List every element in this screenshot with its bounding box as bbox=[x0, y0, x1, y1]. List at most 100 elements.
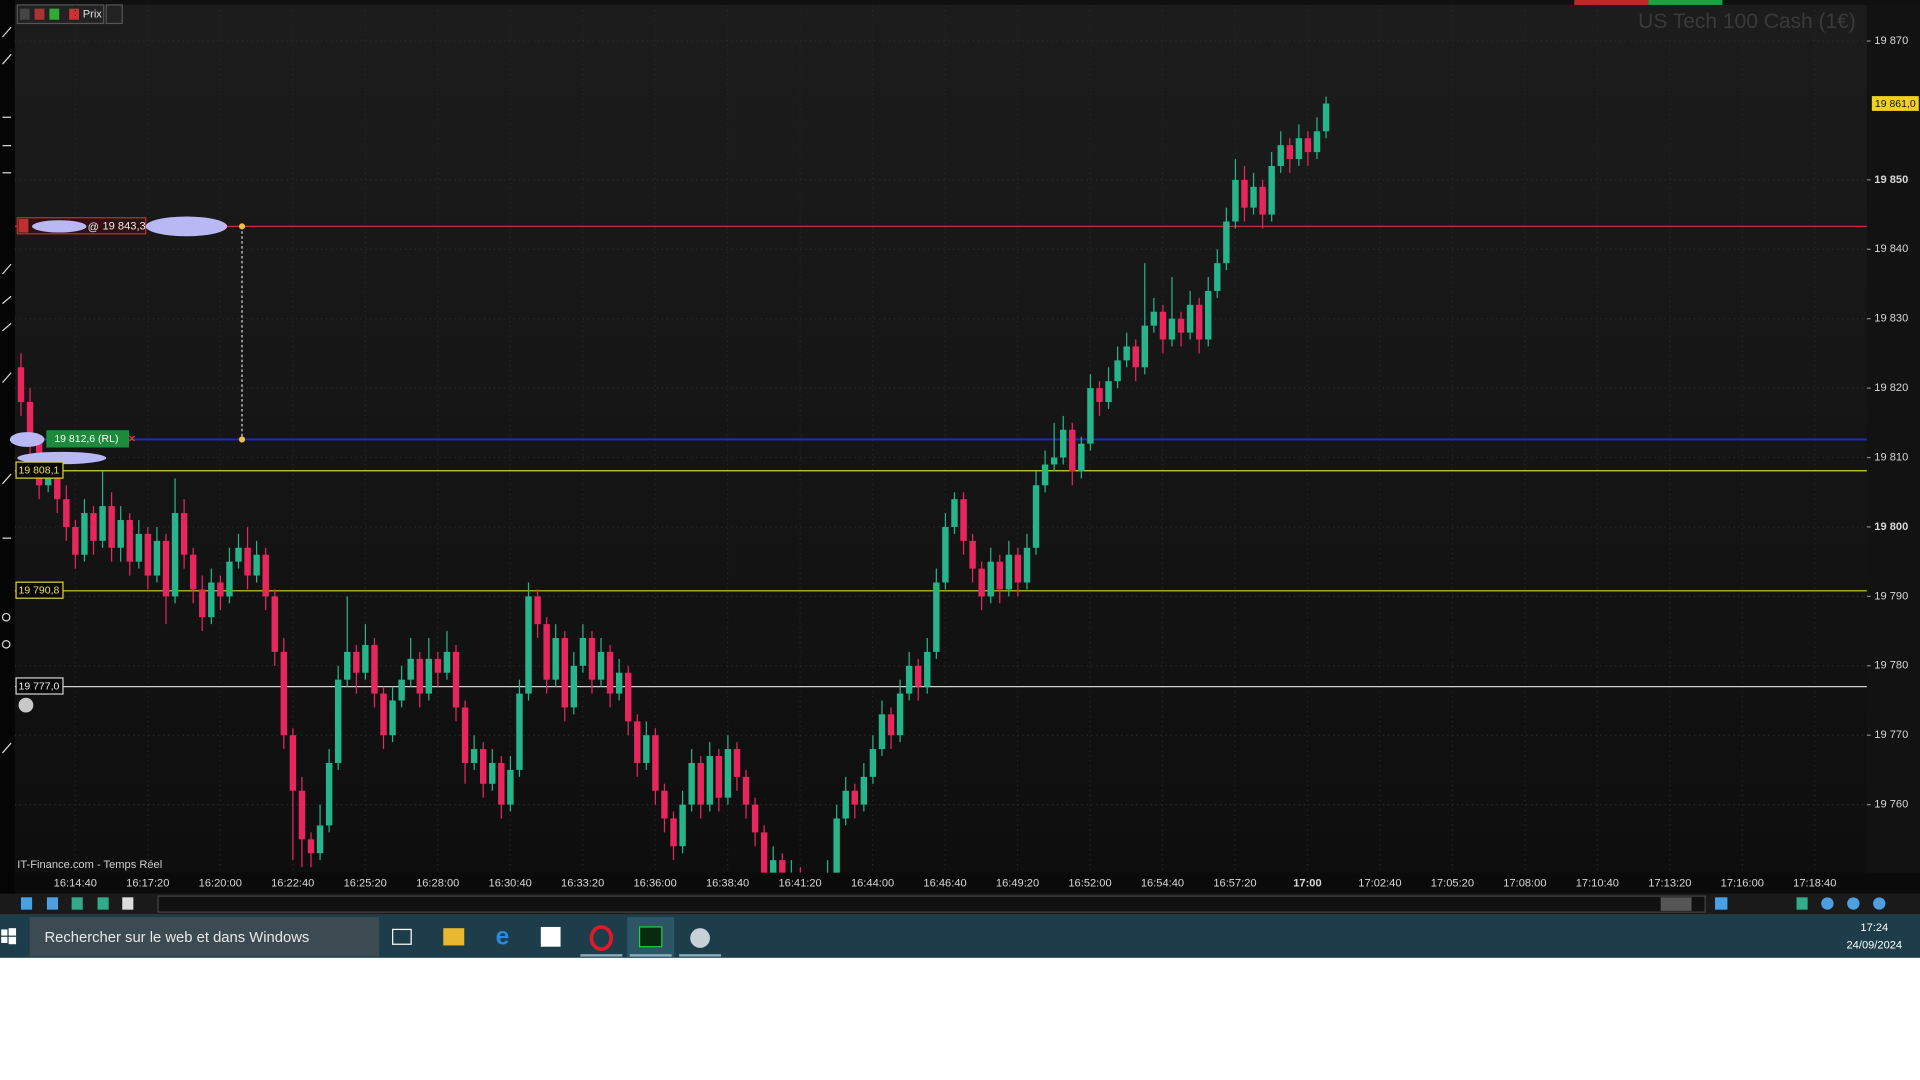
candle-body bbox=[144, 533, 152, 576]
candle-body bbox=[371, 644, 378, 694]
edge-icon[interactable]: e bbox=[496, 924, 510, 951]
tool-button[interactable] bbox=[69, 8, 80, 20]
candle-body bbox=[860, 776, 868, 805]
tool-button[interactable] bbox=[19, 8, 30, 20]
candle-body bbox=[869, 749, 877, 777]
search-placeholder[interactable]: Rechercher sur le web et dans Windows bbox=[44, 930, 309, 946]
candle-body bbox=[298, 790, 306, 840]
trading-icon[interactable] bbox=[638, 926, 663, 948]
store-icon[interactable] bbox=[540, 926, 561, 947]
candle-body bbox=[924, 651, 931, 687]
order-arrow bbox=[18, 218, 29, 233]
candle-body bbox=[987, 561, 994, 597]
candle-body bbox=[588, 638, 596, 680]
candle-body bbox=[1268, 165, 1275, 215]
tool-button[interactable] bbox=[49, 8, 60, 20]
candle-body bbox=[99, 506, 106, 541]
level-label: 19 777,0 bbox=[19, 681, 60, 692]
x-tick-label: 17:18:40 bbox=[1793, 878, 1836, 890]
candle-body bbox=[344, 651, 351, 680]
drawing-toolbar[interactable] bbox=[0, 0, 15, 915]
candle-body bbox=[661, 790, 668, 819]
cancel-order[interactable]: × bbox=[128, 432, 135, 446]
clock-date[interactable]: 24/09/2024 bbox=[1847, 939, 1903, 951]
candle-body bbox=[1195, 304, 1203, 340]
toolbar-label[interactable]: Prix bbox=[83, 9, 103, 21]
order-handle bbox=[238, 436, 246, 443]
scroll-thumb[interactable] bbox=[1660, 897, 1692, 911]
candle-body bbox=[624, 672, 632, 722]
opera-icon[interactable] bbox=[589, 925, 614, 952]
candle-body bbox=[1005, 554, 1013, 590]
blurred-text bbox=[9, 432, 45, 447]
start-button[interactable] bbox=[1, 928, 17, 945]
y-tick-label: 19 870 bbox=[1874, 35, 1908, 47]
x-tick-label: 16:54:40 bbox=[1141, 878, 1184, 890]
explorer-icon[interactable] bbox=[443, 928, 465, 946]
y-tick-label: 19 850 bbox=[1874, 174, 1908, 186]
candle-body bbox=[434, 658, 442, 673]
candle-body bbox=[779, 860, 786, 873]
x-tick-label: 16:30:40 bbox=[489, 878, 532, 890]
candle-body bbox=[715, 756, 723, 798]
candle-body bbox=[380, 693, 387, 736]
candle-body bbox=[54, 471, 61, 500]
candle-body bbox=[1223, 221, 1230, 264]
y-tick-label: 19 780 bbox=[1874, 660, 1908, 672]
candle-body bbox=[1050, 457, 1058, 465]
clock-time[interactable]: 17:24 bbox=[1860, 922, 1888, 934]
level-tag bbox=[15, 581, 64, 599]
candle-body bbox=[552, 638, 559, 680]
y-tick-label: 19 840 bbox=[1874, 243, 1908, 255]
candle-body bbox=[1177, 318, 1185, 333]
y-tick-label: 19 770 bbox=[1874, 729, 1908, 741]
tool-button[interactable] bbox=[34, 8, 45, 20]
candle-body bbox=[1277, 145, 1284, 166]
level-tag bbox=[15, 461, 64, 479]
x-tick-label: 16:41:20 bbox=[778, 878, 821, 890]
app-icon[interactable] bbox=[690, 928, 710, 948]
candle-body bbox=[579, 638, 587, 666]
candle-body bbox=[697, 762, 704, 805]
candle-body bbox=[226, 561, 233, 597]
candle-body bbox=[452, 651, 460, 708]
y-tick-label: 19 830 bbox=[1874, 313, 1908, 325]
candle-body bbox=[615, 672, 623, 694]
blurred-text bbox=[32, 220, 87, 233]
candle-body bbox=[1286, 145, 1294, 160]
candle-body bbox=[1114, 360, 1121, 382]
candle-body bbox=[1168, 318, 1176, 340]
candle-body bbox=[316, 825, 324, 854]
source-label: IT-Finance.com - Temps Réel bbox=[17, 859, 162, 871]
y-tick-label: 19 800 bbox=[1874, 521, 1908, 533]
status-strip bbox=[1574, 0, 1649, 5]
x-tick-label: 17:08:00 bbox=[1503, 878, 1546, 890]
status-strip bbox=[1648, 0, 1723, 5]
candle-body bbox=[1132, 346, 1139, 368]
x-tick-label: 17:16:00 bbox=[1721, 878, 1764, 890]
candle-body bbox=[1186, 304, 1194, 333]
candle-body bbox=[1322, 103, 1330, 132]
candle-body bbox=[742, 776, 750, 805]
candle-body bbox=[416, 658, 423, 694]
x-tick-label: 16:46:40 bbox=[923, 878, 966, 890]
candle-body bbox=[1259, 186, 1266, 215]
candle-body bbox=[516, 693, 523, 770]
candle-body bbox=[1041, 464, 1049, 486]
candle-body bbox=[760, 832, 768, 873]
scrollbar[interactable] bbox=[157, 895, 1706, 913]
candle-body bbox=[479, 749, 487, 784]
candle-body bbox=[280, 651, 288, 736]
candle-body bbox=[1032, 485, 1040, 548]
search-box[interactable] bbox=[29, 917, 380, 957]
level-label: 19 808,1 bbox=[19, 465, 60, 476]
candle-body bbox=[325, 762, 333, 826]
menu-button[interactable] bbox=[105, 4, 123, 25]
x-tick-label: 16:52:00 bbox=[1068, 878, 1111, 890]
blurred-text bbox=[145, 216, 228, 237]
x-tick-label: 16:33:20 bbox=[561, 878, 604, 890]
candle-body bbox=[289, 735, 297, 791]
candle-body bbox=[180, 513, 188, 555]
task-view[interactable] bbox=[392, 928, 412, 945]
candle-body bbox=[915, 665, 922, 687]
